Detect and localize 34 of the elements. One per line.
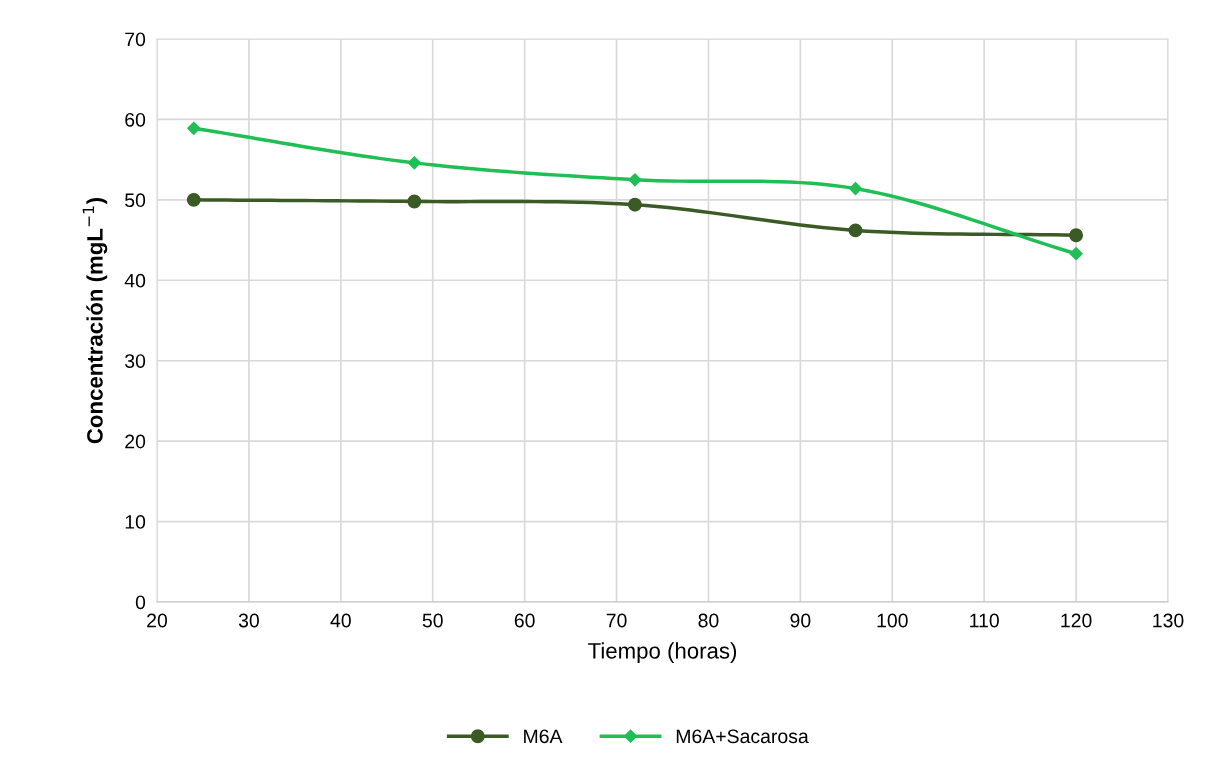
x-tick-label: 50 (422, 613, 443, 628)
point (187, 121, 201, 135)
y-tick-label: 60 (125, 112, 146, 127)
y-axis-title: Concentración (mgL$^{−1}$) (82, 198, 108, 444)
point (186, 192, 201, 207)
point (848, 182, 863, 196)
y-tick-label: 70 (125, 32, 146, 47)
x-tick-label: 80 (698, 613, 719, 628)
x-tick-label: 130 (1153, 613, 1184, 628)
point (407, 194, 422, 209)
x-tick-label: 60 (514, 613, 535, 628)
y-tick-label: 20 (125, 434, 146, 449)
x-tick-label: 120 (1061, 613, 1092, 628)
x-tick-label: 110 (970, 613, 999, 628)
x-tick-label: 40 (330, 613, 351, 628)
point (1069, 247, 1083, 261)
point (627, 197, 642, 212)
point (1069, 228, 1084, 243)
y-tick-label: 10 (125, 515, 146, 529)
legend-label: M6A+Sacarosa (676, 729, 809, 744)
y-tick-label: 30 (125, 354, 146, 368)
y-tick-label: 0 (135, 595, 146, 610)
y-tick-label: 40 (124, 273, 146, 288)
x-tick-label: 20 (147, 613, 168, 628)
point (407, 156, 421, 170)
x-tick-label: 30 (238, 613, 259, 628)
y-tick-label: 50 (125, 193, 146, 208)
legend-label: M6A (524, 729, 563, 744)
point (628, 173, 642, 187)
x-tick-label: 100 (877, 613, 908, 628)
x-tick-label: 70 (606, 613, 627, 628)
x-tick-label: 90 (790, 613, 811, 628)
point (848, 223, 863, 238)
x-axis-title: Tiempo (horas) (588, 642, 737, 664)
